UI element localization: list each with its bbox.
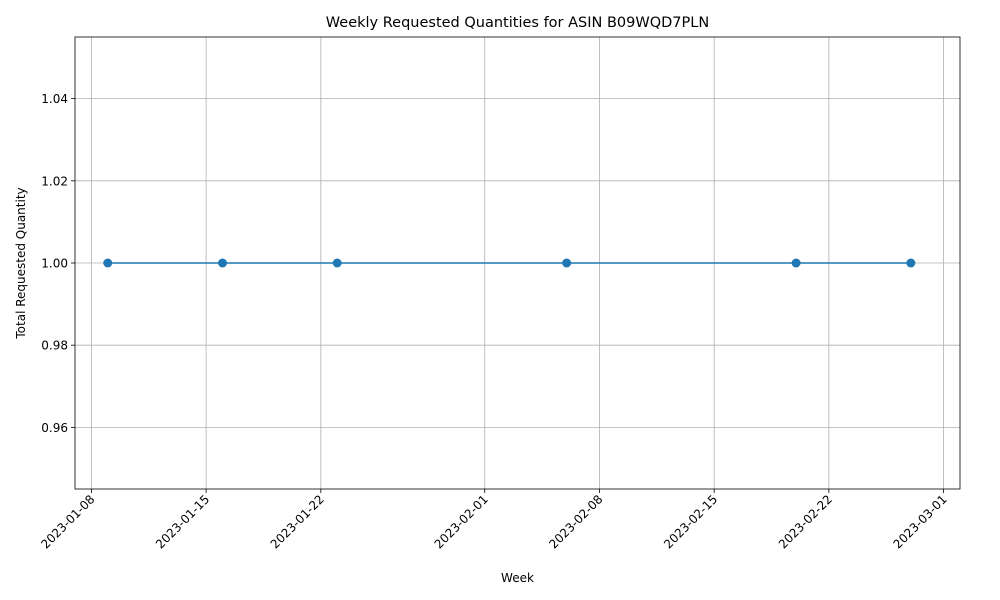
data-point <box>791 258 801 268</box>
data-point <box>906 258 916 268</box>
y-tick-label: 1.02 <box>41 174 68 188</box>
x-tick-label: 2023-01-08 <box>38 492 97 551</box>
data-point <box>103 258 113 268</box>
series-layer <box>103 258 916 268</box>
data-point <box>332 258 342 268</box>
data-point <box>562 258 572 268</box>
data-point <box>218 258 227 268</box>
y-tick-label: 0.98 <box>41 339 68 353</box>
x-axis-ticks: 2023-01-08 2023-01-15 2023-01-22 2023-02-01… <box>38 489 950 551</box>
x-tick-label: 2023-02-15 <box>661 492 720 551</box>
y-tick-label: 1.04 <box>41 92 68 106</box>
chart-title: Weekly Requested Quantities for ASIN B09… <box>326 15 709 31</box>
x-tick-label: 2023-01-15 <box>153 492 212 551</box>
x-tick-label: 2023-01-22 <box>268 492 327 551</box>
x-tick-label: 2023-02-22 <box>776 492 835 551</box>
y-axis-label: Total Requested Quantity <box>14 187 28 339</box>
y-tick-label: 0.96 <box>41 421 68 435</box>
x-tick-label: 2023-02-08 <box>546 492 605 551</box>
y-tick-label: 1.00 <box>41 257 68 271</box>
x-tick-label: 2023-02-01 <box>432 492 491 551</box>
x-tick-label: 2023-03-01 <box>891 492 950 551</box>
x-axis-label: Week <box>501 571 534 585</box>
y-axis-ticks: 0.96 0.98 1.00 1.02 1.04 <box>41 92 75 435</box>
